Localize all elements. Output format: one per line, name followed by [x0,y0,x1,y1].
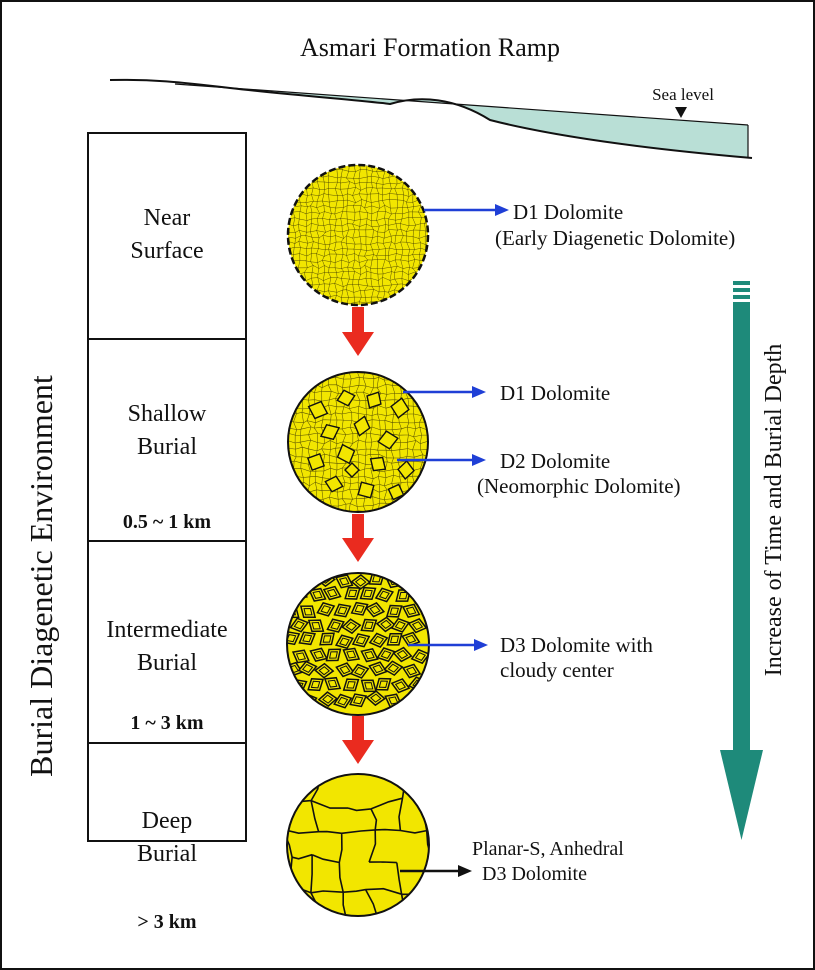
transition-arrow-1 [342,307,374,356]
stage-4-dolomite-texture [287,774,429,916]
callout-4-line-1: D3 Dolomite with [500,633,653,657]
stage-3-name-line-1: Intermediate [106,617,227,643]
stage-3-depth: 1 ~ 3 km [130,712,204,734]
vertical-axis-label: Burial Diagenetic Environment [23,375,59,777]
sea-water [175,84,748,158]
stage-3-name-line-2: Burial [137,650,197,676]
stage-2-depth: 0.5 ~ 1 km [123,511,212,533]
stage-2-dolomite-texture [288,372,428,512]
callouts: D1 Dolomite (Early Diagenetic Dolomite) … [397,200,735,885]
stage-1-name-line-1: Near [144,205,191,231]
time-depth-arrow [720,281,763,840]
callout-3-line-2: (Neomorphic Dolomite) [477,474,681,498]
stage-4-depth: > 3 km [137,911,197,933]
callout-arrow-1 [424,204,509,216]
stage-2-name-line-2: Burial [137,434,197,460]
callout-1-line-1: D1 Dolomite [513,200,623,224]
time-depth-label: Increase of Time and Burial Depth [761,344,787,677]
transition-arrows [342,307,374,764]
callout-1-line-2: (Early Diagenetic Dolomite) [495,226,735,250]
callout-arrow-2 [403,386,486,398]
sea-level-marker-icon [675,107,687,118]
stage-2-dolomite-circle [287,371,429,513]
transition-arrow-3 [342,716,374,764]
stage-2-name-line-1: Shallow [128,401,207,427]
stage-1-dolomite-texture [288,165,428,305]
callout-3-line-1: D2 Dolomite [500,449,610,473]
callout-arrow-5 [400,865,472,877]
transition-arrow-2 [342,514,374,562]
stage-1-dolomite-circle [286,163,430,307]
stage-1-name-line-2: Surface [130,238,203,264]
callout-arrow-3 [397,454,486,466]
callout-arrow-4 [408,639,488,651]
ramp-profile: Sea level [109,78,753,159]
callout-4-line-2: cloudy center [500,658,614,682]
seafloor-line [109,78,753,159]
stage-column: Near Surface Shallow Burial 0.5 ~ 1 km I… [87,132,247,933]
callout-5-line-1: Planar-S, Anhedral [472,838,624,860]
sea-surface-line [174,83,749,126]
sea-level-label: Sea level [652,85,714,104]
callout-2-line-1: D1 Dolomite [500,381,610,405]
stage-4-dolomite-circle [286,773,430,917]
stage-4-name-line-2: Burial [137,841,197,867]
diagram-title: Asmari Formation Ramp [300,33,560,62]
callout-5-line-2: D3 Dolomite [482,863,587,885]
stage-4-name-line-1: Deep [142,808,193,834]
